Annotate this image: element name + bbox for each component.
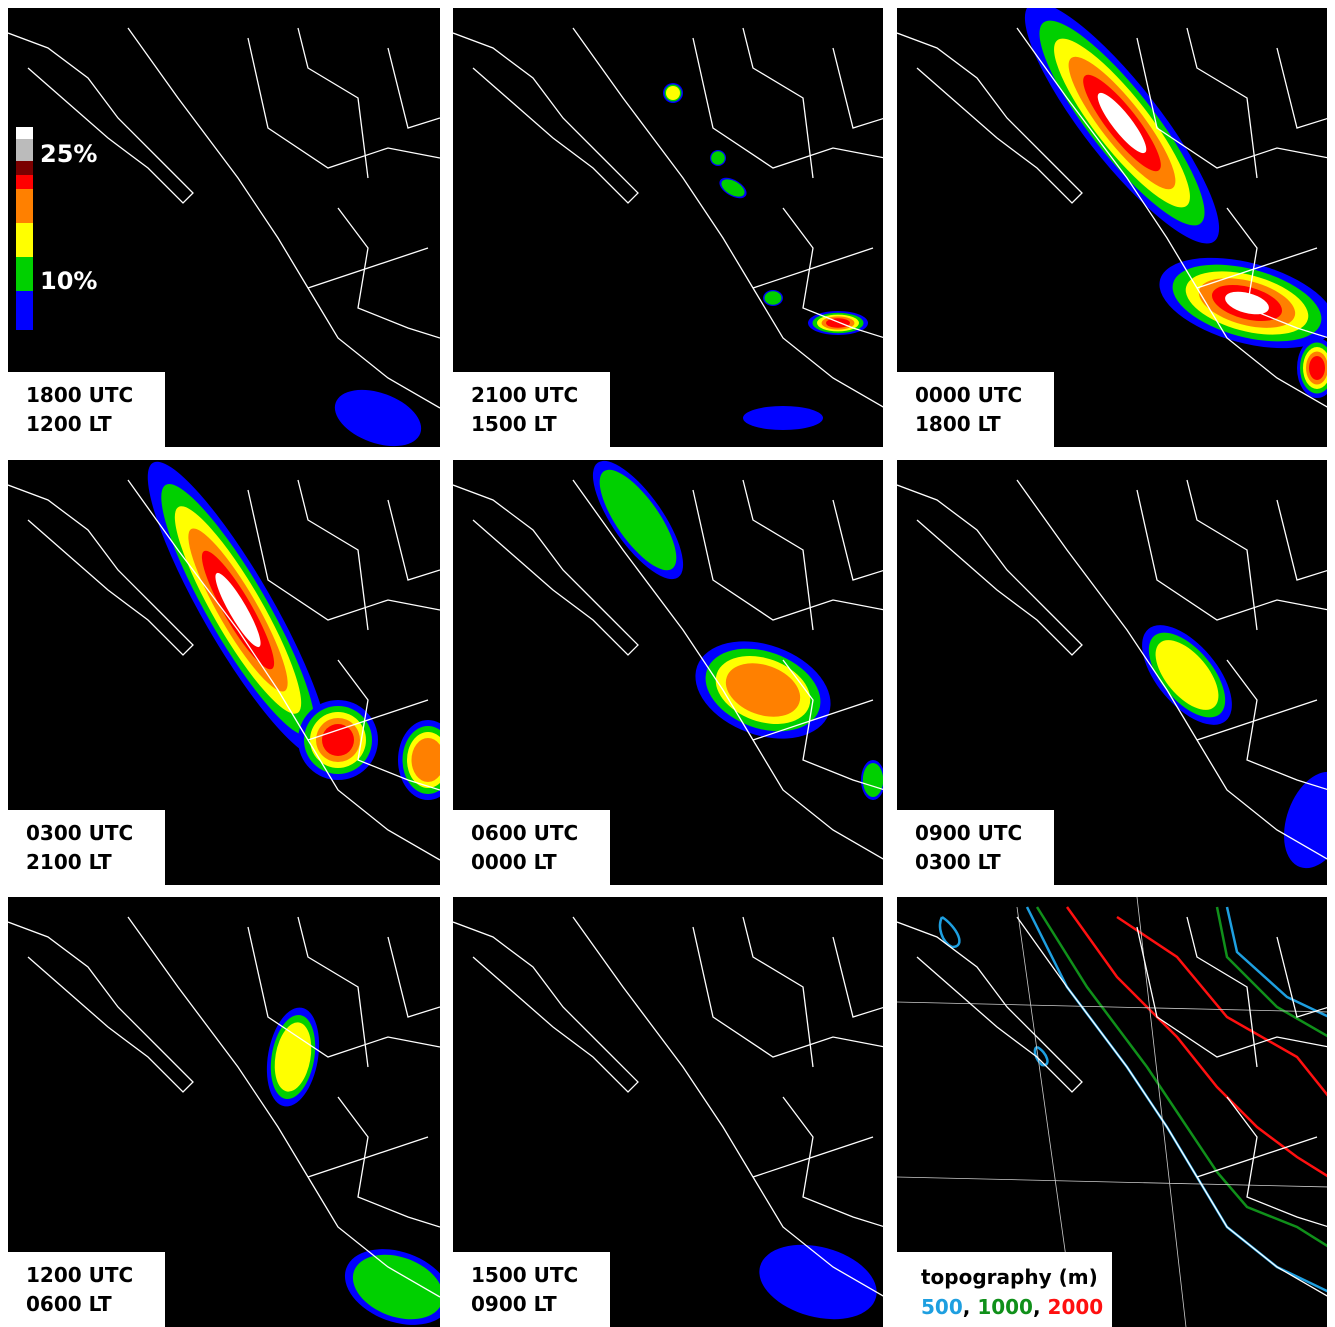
legend-label: 25% <box>40 140 97 168</box>
map-panel: 1800 UTC 1200 LT <box>8 8 440 457</box>
lt-label: 1200 LT <box>26 412 112 436</box>
legend-label: 10% <box>40 267 97 295</box>
probability-area <box>765 291 782 305</box>
map-panel: 2100 UTC 1500 LT <box>453 8 885 447</box>
map-panel: 1200 UTC 0600 LT <box>8 897 462 1327</box>
colorbar-segment <box>16 189 33 223</box>
map-panel: 0300 UTC 2100 LT <box>8 445 458 885</box>
lt-label: 0600 LT <box>26 1292 112 1316</box>
colorbar-segment <box>16 175 33 189</box>
utc-label: 1200 UTC <box>26 1263 133 1287</box>
lt-label: 1500 LT <box>471 412 557 436</box>
topography-levels: 500, 1000, 2000 <box>921 1295 1103 1319</box>
map-panel: 0000 UTC 1800 LT <box>897 0 1335 447</box>
map-panel: 1500 UTC 0900 LT <box>453 897 885 1327</box>
topography-level: 2000 <box>1048 1295 1104 1319</box>
lt-label: 1800 LT <box>915 412 1001 436</box>
utc-label: 0000 UTC <box>915 383 1022 407</box>
utc-label: 0600 UTC <box>471 821 578 845</box>
topography-level: 500 <box>921 1295 963 1319</box>
probability-area <box>666 86 680 100</box>
colorbar-segment <box>16 139 33 161</box>
colorbar-segment <box>16 223 33 257</box>
lt-label: 0300 LT <box>915 850 1001 874</box>
lt-label: 0000 LT <box>471 850 557 874</box>
separator: , <box>1033 1295 1048 1319</box>
utc-label: 1800 UTC <box>26 383 133 407</box>
map-panel: topography (m) 500, 1000, 2000 <box>897 897 1329 1327</box>
probability-area <box>826 318 850 328</box>
topography-title: topography (m) <box>921 1265 1098 1289</box>
probability-area <box>863 763 883 797</box>
utc-label: 0300 UTC <box>26 821 133 845</box>
probability-area <box>743 406 823 430</box>
colorbar-segment <box>16 291 33 330</box>
separator: , <box>963 1295 978 1319</box>
map-panel: 0600 UTC 0000 LT <box>453 448 885 885</box>
topography-level: 1000 <box>977 1295 1033 1319</box>
colorbar-segment <box>16 127 33 139</box>
colorbar-segment <box>16 161 33 175</box>
lt-label: 0900 LT <box>471 1292 557 1316</box>
lt-label: 2100 LT <box>26 850 112 874</box>
probability-area <box>711 151 725 165</box>
figure: 1800 UTC 1200 LT 2100 UTC 1500 LT 0000 UTC 18… <box>0 0 1335 1327</box>
map-panel: 0900 UTC 0300 LT <box>897 460 1335 885</box>
utc-label: 2100 UTC <box>471 383 578 407</box>
probability-area <box>322 724 354 756</box>
probability-area <box>1309 356 1325 380</box>
utc-label: 1500 UTC <box>471 1263 578 1287</box>
utc-label: 0900 UTC <box>915 821 1022 845</box>
colorbar-segment <box>16 257 33 291</box>
probability-area <box>412 738 445 782</box>
